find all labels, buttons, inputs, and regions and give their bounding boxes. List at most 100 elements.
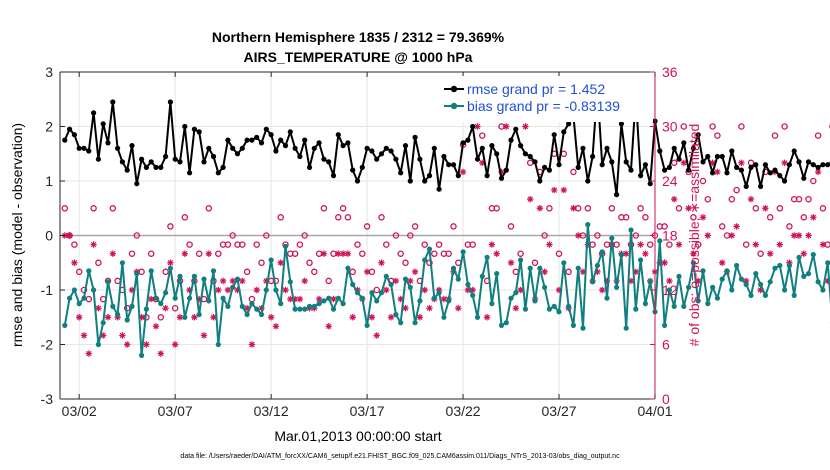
rmse-point: [388, 148, 394, 154]
rmse-point: [115, 145, 121, 151]
obs-assimilated-point: [594, 268, 601, 276]
rmse-point: [719, 153, 725, 160]
obs-assimilated-point: [66, 232, 73, 239]
bias-point: [71, 287, 77, 293]
bias-point: [364, 322, 370, 328]
rmse-point: [585, 178, 591, 184]
bias-point: [801, 273, 807, 279]
obs-possible-point: [718, 223, 726, 230]
bias-point: [614, 284, 620, 290]
obs-assimilated-point: [320, 250, 328, 257]
rmse-point: [518, 143, 524, 149]
obs-assimilated-point: [603, 277, 611, 285]
bias-point: [705, 301, 711, 307]
obs-assimilated-point: [75, 314, 83, 321]
obs-possible-point: [805, 195, 812, 203]
obs-assimilated-point: [435, 286, 443, 294]
obs-possible-point: [71, 241, 78, 248]
obs-possible-point: [795, 195, 803, 203]
rmse-point: [762, 162, 769, 168]
bias-point: [700, 268, 706, 274]
obs-possible-point: [397, 250, 404, 257]
obs-possible-point: [766, 214, 774, 221]
rmse-point: [729, 148, 735, 154]
obs-assimilated-point: [512, 304, 520, 312]
rmse-point: [306, 164, 313, 170]
obs-possible-point: [167, 223, 174, 230]
obs-assimilated-point: [282, 286, 289, 294]
obs-assimilated-point: [709, 159, 716, 167]
bias-point: [105, 279, 111, 285]
obs-assimilated-point: [752, 241, 759, 248]
obs-assimilated-point: [373, 332, 380, 339]
rmse-point: [671, 145, 677, 151]
rmse-point: [695, 132, 701, 138]
bias-point: [590, 279, 596, 285]
bias-point: [278, 301, 284, 307]
obs-assimilated-point: [699, 214, 707, 221]
rmse-point: [311, 145, 317, 151]
obs-possible-point: [363, 223, 371, 230]
obs-assimilated-point: [368, 314, 376, 321]
obs-assimilated-point: [570, 205, 577, 212]
rmse-point: [556, 162, 562, 168]
bias-point: [369, 290, 375, 296]
obs-assimilated-point: [219, 277, 227, 285]
legend-rmse-text: rmse grand pr = 1.452: [467, 81, 605, 97]
rmse-point: [91, 110, 97, 116]
obs-possible-point: [344, 214, 352, 221]
x-tick-label: 03/17: [350, 403, 385, 419]
rmse-point: [210, 153, 217, 160]
rmse-point: [402, 143, 409, 149]
obs-assimilated-point: [248, 341, 256, 348]
obs-assimilated-point: [267, 314, 275, 321]
rmse-point: [134, 181, 140, 187]
obs-possible-point: [75, 268, 83, 276]
rmse-point: [62, 137, 68, 143]
rmse-point: [455, 173, 461, 179]
obs-possible-point: [675, 205, 683, 212]
rmse-point: [758, 183, 764, 189]
obs-possible-point: [594, 232, 601, 239]
bias-point: [671, 303, 677, 309]
bias-point: [570, 322, 577, 328]
x-tick-label: 03/22: [446, 403, 481, 419]
rmse-point: [614, 192, 620, 198]
obs-possible-point: [810, 177, 817, 185]
obs-assimilated-point: [776, 241, 783, 248]
obs-possible-point: [147, 250, 155, 257]
obs-possible-point: [632, 232, 640, 239]
bias-point: [350, 281, 356, 288]
rmse-point: [177, 159, 183, 165]
y-right-tick-label: 6: [662, 337, 670, 353]
obs-possible-point: [450, 223, 457, 230]
bias-point: [67, 295, 73, 301]
obs-assimilated-point: [99, 332, 107, 339]
obs-assimilated-point: [694, 277, 702, 285]
bias-point: [518, 257, 524, 263]
bias-point: [321, 298, 327, 304]
bias-point: [628, 227, 634, 233]
obs-assimilated-point: [747, 195, 755, 203]
obs-assimilated-point: [555, 286, 563, 294]
bias-point: [316, 301, 322, 307]
obs-possible-point: [392, 232, 400, 239]
bias-point: [167, 265, 173, 271]
bias-point: [426, 246, 433, 252]
rmse-point: [191, 126, 197, 132]
obs-assimilated-point: [790, 232, 798, 239]
bias-point: [695, 298, 701, 304]
bias-point: [551, 303, 557, 309]
obs-assimilated-point: [147, 295, 155, 303]
y-right-tick-label: 30: [662, 119, 678, 135]
rmse-point: [743, 183, 749, 189]
bias-point: [335, 295, 341, 301]
obs-possible-point: [531, 259, 539, 267]
obs-assimilated-point: [479, 159, 486, 167]
obs-assimilated-point: [786, 259, 793, 266]
bias-point: [455, 276, 461, 282]
obs-assimilated-point: [579, 268, 587, 276]
rmse-point: [489, 143, 495, 149]
obs-assimilated-point: [128, 286, 136, 294]
rmse-point: [734, 164, 740, 170]
